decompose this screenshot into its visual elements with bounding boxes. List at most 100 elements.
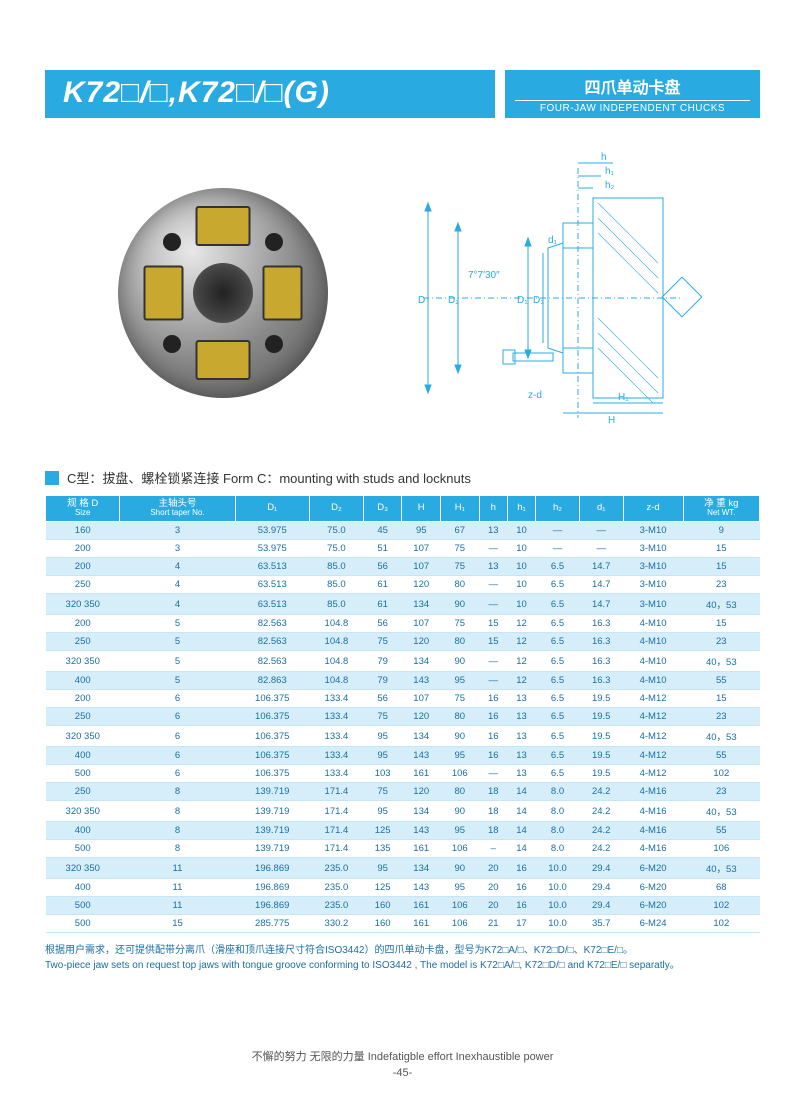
table-cell: 20 xyxy=(479,879,507,897)
table-cell: 75 xyxy=(363,783,402,801)
table-cell: 95 xyxy=(363,858,402,879)
table-cell: 95 xyxy=(363,747,402,765)
table-cell: 133.4 xyxy=(309,765,363,783)
table-cell: 16 xyxy=(507,897,535,915)
table-cell: 6 xyxy=(120,747,235,765)
table-cell: 139.719 xyxy=(235,822,309,840)
table-cell: 56 xyxy=(363,558,402,576)
figure-row: h h₁ h₂ D D₂ D₁ D₃ d₁ 7°7′30″ z-d H₁ H xyxy=(45,148,760,438)
table-cell: 82.563 xyxy=(235,633,309,651)
table-cell: 6-M20 xyxy=(623,858,683,879)
table-cell: 134 xyxy=(402,651,441,672)
table-row: 2506106.375133.4751208016136.519.54-M122… xyxy=(46,708,760,726)
table-cell: 82.863 xyxy=(235,672,309,690)
table-cell: 14 xyxy=(507,840,535,858)
table-cell: 10 xyxy=(507,522,535,540)
table-cell: 235.0 xyxy=(309,897,363,915)
table-cell: 107 xyxy=(402,540,441,558)
table-cell: — xyxy=(479,672,507,690)
table-cell: 82.563 xyxy=(235,615,309,633)
table-row: 50015285.775330.2160161106211710.035.76-… xyxy=(46,915,760,933)
table-cell: 16.3 xyxy=(579,651,623,672)
table-cell: 106.375 xyxy=(235,726,309,747)
dim-d1: d₁ xyxy=(548,235,558,246)
table-cell: 15 xyxy=(683,615,759,633)
table-cell: 104.8 xyxy=(309,615,363,633)
dim-D3: D₃ xyxy=(533,295,544,306)
table-row: 200353.97575.05110775—10——3-M1015 xyxy=(46,540,760,558)
table-cell: 10 xyxy=(507,540,535,558)
table-cell: 85.0 xyxy=(309,594,363,615)
table-cell: 40，53 xyxy=(683,726,759,747)
table-cell: 250 xyxy=(46,576,120,594)
column-header: h xyxy=(479,496,507,522)
table-row: 2006106.375133.4561077516136.519.54-M121… xyxy=(46,690,760,708)
table-cell: 13 xyxy=(507,726,535,747)
footer-motto: 不懈的努力 无限的力量 Indefatigble effort Inexhaus… xyxy=(0,1048,805,1064)
table-cell: 125 xyxy=(363,879,402,897)
table-cell: 6.5 xyxy=(536,747,580,765)
table-cell: 18 xyxy=(479,783,507,801)
table-cell: 23 xyxy=(683,633,759,651)
table-cell: 6.5 xyxy=(536,765,580,783)
table-cell: 139.719 xyxy=(235,783,309,801)
table-cell: 13 xyxy=(507,747,535,765)
table-cell: 4-M12 xyxy=(623,726,683,747)
table-cell: 90 xyxy=(441,801,480,822)
dim-H1: H₁ xyxy=(618,392,629,403)
table-cell: 106 xyxy=(441,915,480,933)
table-cell: 15 xyxy=(683,540,759,558)
table-row: 40011196.869235.012514395201610.029.46-M… xyxy=(46,879,760,897)
table-cell: 14 xyxy=(507,783,535,801)
table-cell: 161 xyxy=(402,897,441,915)
table-cell: 90 xyxy=(441,594,480,615)
table-row: 320 3508139.719171.4951349018148.024.24-… xyxy=(46,801,760,822)
table-cell: 4-M16 xyxy=(623,840,683,858)
table-cell: 63.513 xyxy=(235,558,309,576)
table-cell: 14.7 xyxy=(579,576,623,594)
table-cell: 6-M20 xyxy=(623,879,683,897)
table-cell: 134 xyxy=(402,726,441,747)
table-cell: 80 xyxy=(441,633,480,651)
table-cell: 161 xyxy=(402,840,441,858)
table-cell: — xyxy=(579,540,623,558)
table-cell: 79 xyxy=(363,672,402,690)
table-cell: 4 xyxy=(120,594,235,615)
table-cell: 133.4 xyxy=(309,726,363,747)
table-row: 250463.51385.06112080—106.514.73-M1023 xyxy=(46,576,760,594)
table-cell: 330.2 xyxy=(309,915,363,933)
table-cell: 19.5 xyxy=(579,747,623,765)
table-cell: 51 xyxy=(363,540,402,558)
table-cell: 196.869 xyxy=(235,897,309,915)
table-cell: 6 xyxy=(120,765,235,783)
column-header: d₁ xyxy=(579,496,623,522)
dimension-diagram: h h₁ h₂ D D₂ D₁ D₃ d₁ 7°7′30″ z-d H₁ H xyxy=(383,148,713,438)
table-cell: 40，53 xyxy=(683,651,759,672)
table-cell: 4-M12 xyxy=(623,708,683,726)
table-cell: 5 xyxy=(120,651,235,672)
table-cell: 500 xyxy=(46,765,120,783)
table-cell: 320 350 xyxy=(46,858,120,879)
table-cell: 6.5 xyxy=(536,708,580,726)
table-row: 200582.563104.8561077515126.516.34-M1015 xyxy=(46,615,760,633)
table-cell: 6 xyxy=(120,690,235,708)
table-cell: 12 xyxy=(507,633,535,651)
table-cell: 24.2 xyxy=(579,783,623,801)
table-cell: 19.5 xyxy=(579,690,623,708)
table-cell: 6 xyxy=(120,708,235,726)
table-cell: 102 xyxy=(683,897,759,915)
table-cell: 53.975 xyxy=(235,540,309,558)
table-cell: 55 xyxy=(683,672,759,690)
column-header: H₁ xyxy=(441,496,480,522)
table-cell: 106.375 xyxy=(235,747,309,765)
table-cell: 13 xyxy=(479,522,507,540)
table-cell: 13 xyxy=(507,690,535,708)
table-cell: 15 xyxy=(479,633,507,651)
table-cell: 8 xyxy=(120,801,235,822)
table-cell: 106 xyxy=(683,840,759,858)
table-cell: 120 xyxy=(402,633,441,651)
table-cell: 3-M10 xyxy=(623,576,683,594)
table-cell: 15 xyxy=(479,615,507,633)
table-cell: 6.5 xyxy=(536,633,580,651)
table-cell: 95 xyxy=(441,822,480,840)
